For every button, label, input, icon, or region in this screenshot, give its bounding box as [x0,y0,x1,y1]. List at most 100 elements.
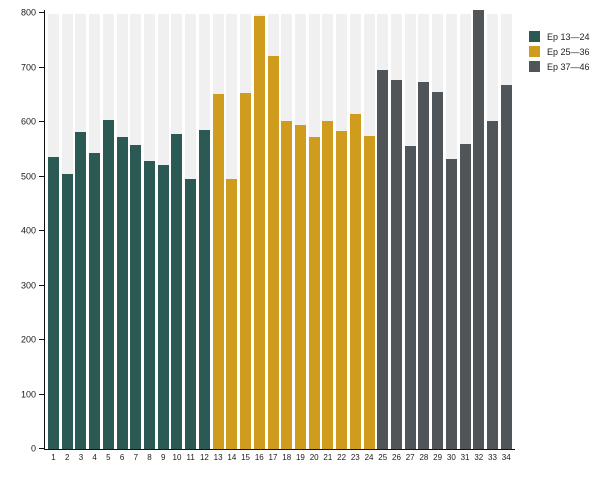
bar-25 [377,69,389,449]
bar-31 [459,143,471,449]
bar-18 [281,120,293,449]
bar-4 [89,152,101,449]
bar-27 [404,145,416,449]
x-tick-label: 19 [295,453,305,462]
legend-item: Ep 25—36 [529,46,590,57]
bar-33 [487,120,498,449]
bar-16 [253,16,265,449]
bar-slot [349,14,361,449]
bar-28 [418,82,430,449]
bar-slot [212,14,224,449]
bar-12 [198,129,210,449]
legend: Ep 13—24 Ep 25—36 Ep 37—46 [529,31,590,72]
legend-label: Ep 25—36 [547,46,590,57]
x-tick-label: 1 [51,453,56,462]
bar-slot [61,14,73,449]
y-tick-label: 700 [20,62,36,72]
bar-slot [500,14,512,449]
legend-label: Ep 37—46 [547,61,590,72]
x-tick-label: 27 [405,453,415,462]
bar-26 [390,80,402,449]
bar-slot [89,14,101,449]
bar-slot [144,14,156,449]
bar-slot [281,14,293,449]
x-tick-label: 12 [199,453,209,462]
y-tick-mark [39,230,44,231]
bar-29 [432,92,444,449]
bar-20 [308,136,320,449]
y-tick-mark [39,175,44,177]
bar-15 [240,92,252,449]
legend-item: Ep 37—46 [529,61,590,72]
y-tick-mark [39,393,44,395]
bar-slot [390,14,402,449]
bar-1 [48,156,59,449]
bar-3 [75,132,87,449]
y-tick-mark [39,12,44,13]
x-axis-labels: 1 2 3 4 5 6 7 8 9 10 11 12 13 14 15 16 17 18 19 20 21 22 23 24 2… [44,453,515,463]
x-tick-label: 7 [133,453,139,462]
bar-2 [61,173,73,449]
x-tick-label: 30 [446,453,456,462]
bar-slot [185,14,197,449]
y-tick-label: 500 [20,171,36,181]
bar-22 [336,131,348,449]
x-tick-label: 3 [78,453,84,462]
bar-slot [226,14,238,449]
bar-slot [363,14,375,449]
y-tick-mark [39,121,44,122]
x-tick-label: 26 [392,453,401,462]
y-tick-mark [39,66,44,68]
bar-slot [377,14,389,449]
x-tick-label: 23 [350,453,360,462]
bar-23 [349,114,361,449]
x-tick-label: 15 [241,453,251,462]
plot-area: 0 100 200 300 400 500 600 700 800 [21,8,515,453]
legend-item: Ep 13—24 [529,31,590,42]
legend-swatch [529,31,540,42]
x-tick-label: 13 [213,453,223,462]
x-tick-label: 21 [323,453,333,462]
legend-swatch [529,46,540,57]
bar-slot [445,14,457,449]
bar-7 [130,145,142,449]
bars-container [44,9,515,449]
bar-slot [48,14,59,449]
bar-6 [116,136,128,449]
bar-slot [308,14,320,449]
x-tick-label: 2 [64,453,70,462]
bar-24 [363,135,375,449]
x-tick-label: 31 [460,453,470,462]
bar-slot [240,14,252,449]
bar-slot [322,14,334,449]
x-tick-label: 32 [474,453,484,462]
bar-slot [473,9,485,449]
bar-8 [144,160,156,449]
bar-17 [267,56,279,449]
bar-14 [226,179,238,449]
bar-21 [322,120,334,449]
x-tick-label: 18 [282,453,292,462]
x-tick-label: 14 [227,453,237,462]
y-tick-label: 800 [20,7,36,18]
bar-slot [418,14,430,449]
bar-19 [294,124,306,449]
y-tick-label: 200 [20,334,36,345]
bar-slot [130,14,142,449]
bar-slot [404,14,416,449]
y-tick-label: 0 [30,443,36,454]
bar-34 [500,84,512,449]
bar-slot [102,14,114,449]
bar-slot [75,14,87,449]
x-tick-label: 5 [106,453,111,462]
x-tick-label: 33 [488,453,497,462]
bar-13 [212,93,224,449]
x-tick-label: 9 [161,453,166,462]
legend-swatch [529,61,540,72]
x-tick-label: 16 [254,453,264,462]
x-tick-label: 20 [309,453,319,462]
bar-30 [445,159,457,449]
x-tick-label: 34 [501,453,511,462]
y-tick-mark [39,448,44,449]
bar-5 [102,120,114,449]
